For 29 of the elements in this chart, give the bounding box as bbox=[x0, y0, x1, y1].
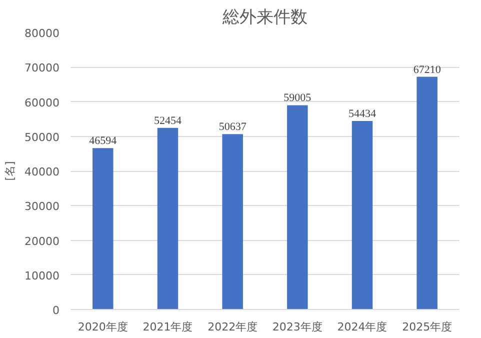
bar bbox=[352, 121, 373, 310]
data-label: 50637 bbox=[218, 121, 247, 134]
x-tick-label: 2024年度 bbox=[337, 320, 388, 334]
y-tick-label: 70000 bbox=[24, 62, 60, 75]
y-tick-label: 30000 bbox=[24, 200, 60, 214]
x-tick-label: 2023年度 bbox=[272, 320, 322, 334]
y-tick-label: 0 bbox=[52, 304, 60, 317]
bar bbox=[157, 128, 178, 310]
bar bbox=[287, 105, 308, 310]
x-tick-label: 2021年度 bbox=[142, 320, 193, 334]
chart-title: 総外来件数 bbox=[222, 8, 308, 28]
x-tick-label: 2022年度 bbox=[208, 320, 258, 334]
x-tick-label: 2025年度 bbox=[402, 320, 452, 334]
y-tick-label: 60000 bbox=[24, 96, 60, 110]
bar bbox=[416, 76, 438, 310]
y-tick-label: 10000 bbox=[24, 269, 60, 282]
x-tick-label: 2020年度 bbox=[78, 320, 128, 334]
data-label: 59005 bbox=[284, 92, 312, 104]
bar bbox=[92, 148, 114, 310]
bar bbox=[222, 134, 243, 310]
y-tick-label: 40000 bbox=[24, 166, 60, 178]
y-tick-label: 80000 bbox=[24, 27, 60, 40]
y-axis-title: [名] bbox=[4, 161, 17, 181]
data-label: 46594 bbox=[89, 135, 118, 148]
y-tick-label: 50000 bbox=[24, 130, 60, 144]
data-label: 52454 bbox=[154, 114, 182, 127]
y-tick-label: 20000 bbox=[24, 234, 60, 248]
data-label: 54434 bbox=[348, 108, 376, 120]
data-label: 67210 bbox=[413, 64, 442, 76]
